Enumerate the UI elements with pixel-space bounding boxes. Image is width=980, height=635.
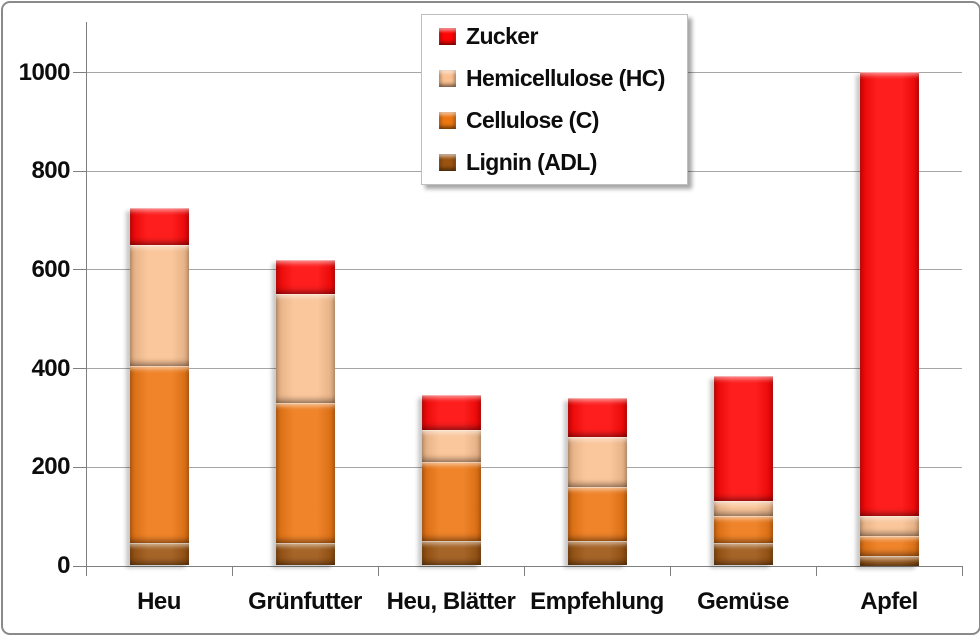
bar-segment-hemicellulose-hc-empfehlung [567, 437, 627, 487]
x-axis-category-label: Gemüse [697, 588, 789, 615]
gridline-600 [86, 269, 962, 271]
bar-segment-cellulose-c-heu [129, 365, 189, 544]
y-tick-600 [73, 269, 86, 271]
legend-label: Zucker [466, 22, 538, 49]
y-axis-tick-label: 400 [31, 354, 70, 382]
bar-segment-hemicellulose-hc-grünfutter [275, 294, 335, 403]
legend-color-swatch-zucker [439, 27, 456, 45]
bar-segment-cellulose-c-apfel [859, 535, 919, 556]
x-axis-category-label: Empfehlung [530, 588, 664, 615]
bar-segment-lignin-adl-gemüse [713, 543, 773, 566]
bar-heu-blätter [421, 395, 481, 566]
bar-segment-hemicellulose-hc-heu-blätter [421, 429, 481, 462]
y-tick-0 [73, 565, 86, 567]
legend-item-zucker: Zucker [439, 23, 687, 50]
y-tick-1000 [73, 72, 86, 73]
x-tick [670, 565, 671, 576]
legend-item-cellulose-c: Cellulose (C) [439, 107, 687, 134]
legend-label: Cellulose (C) [466, 107, 599, 134]
y-axis-tick-label: 0 [57, 552, 70, 579]
x-tick [378, 565, 379, 576]
y-axis-tick-label: 600 [31, 255, 70, 283]
x-tick [962, 565, 963, 576]
bar-segment-zucker-empfehlung [567, 397, 627, 438]
bar-segment-cellulose-c-gemüse [713, 516, 773, 544]
bar-segment-cellulose-c-grünfutter [275, 402, 335, 544]
y-tick-200 [73, 466, 86, 468]
legend-label: Lignin (ADL) [466, 149, 597, 176]
bar-empfehlung [567, 397, 627, 566]
bar-heu [129, 207, 189, 566]
legend-color-swatch-hemicellulose-hc [439, 69, 456, 87]
bar-grünfutter [275, 259, 335, 566]
bar-segment-hemicellulose-hc-gemüse [713, 501, 773, 517]
bar-gemüse [713, 375, 773, 566]
gridline-200 [86, 466, 962, 468]
y-tick-800 [73, 170, 86, 172]
x-tick [86, 565, 87, 576]
bar-segment-cellulose-c-empfehlung [567, 486, 627, 541]
bar-apfel [859, 72, 919, 566]
bar-segment-zucker-gemüse [713, 375, 773, 502]
legend: Zucker Hemicellulose (HC) Cellulose (C) Lig… [421, 14, 688, 185]
legend-item-hemicellulose-hc: Hemicellulose (HC) [439, 65, 687, 92]
x-axis-category-label: Heu [137, 588, 181, 615]
bar-segment-zucker-grünfutter [275, 259, 335, 295]
x-axis-category-label: Apfel [860, 588, 918, 615]
bar-segment-lignin-adl-apfel [859, 555, 919, 566]
legend-label: Hemicellulose (HC) [466, 64, 665, 91]
y-axis-tick-label: 200 [31, 453, 70, 481]
bar-segment-lignin-adl-empfehlung [567, 540, 627, 566]
bar-segment-zucker-apfel [859, 72, 919, 517]
bar-segment-lignin-adl-grünfutter [275, 543, 335, 566]
y-axis-tick-label: 1000 [18, 58, 71, 86]
gridline-400 [86, 368, 962, 370]
x-tick [232, 565, 233, 576]
y-axis-line [86, 22, 87, 567]
x-axis-line [86, 565, 962, 567]
legend-color-swatch-cellulose-c [439, 112, 456, 130]
bar-segment-lignin-adl-heu-blätter [421, 540, 481, 566]
y-tick-400 [73, 368, 86, 370]
x-tick [816, 565, 817, 576]
legend-color-swatch-lignin-adl [439, 154, 456, 172]
legend-item-lignin-adl: Lignin (ADL) [439, 149, 687, 176]
bar-segment-zucker-heu-blätter [421, 395, 481, 430]
bar-segment-cellulose-c-heu-blätter [421, 461, 481, 541]
bar-segment-hemicellulose-hc-apfel [859, 516, 919, 536]
x-tick [524, 565, 525, 576]
bar-segment-lignin-adl-heu [129, 543, 189, 566]
x-axis-category-label: Grünfutter [248, 588, 362, 615]
bar-segment-zucker-heu [129, 207, 189, 245]
bar-segment-hemicellulose-hc-heu [129, 244, 189, 366]
x-axis-category-label: Heu, Blätter [386, 588, 516, 615]
y-axis-tick-label: 800 [31, 157, 70, 185]
